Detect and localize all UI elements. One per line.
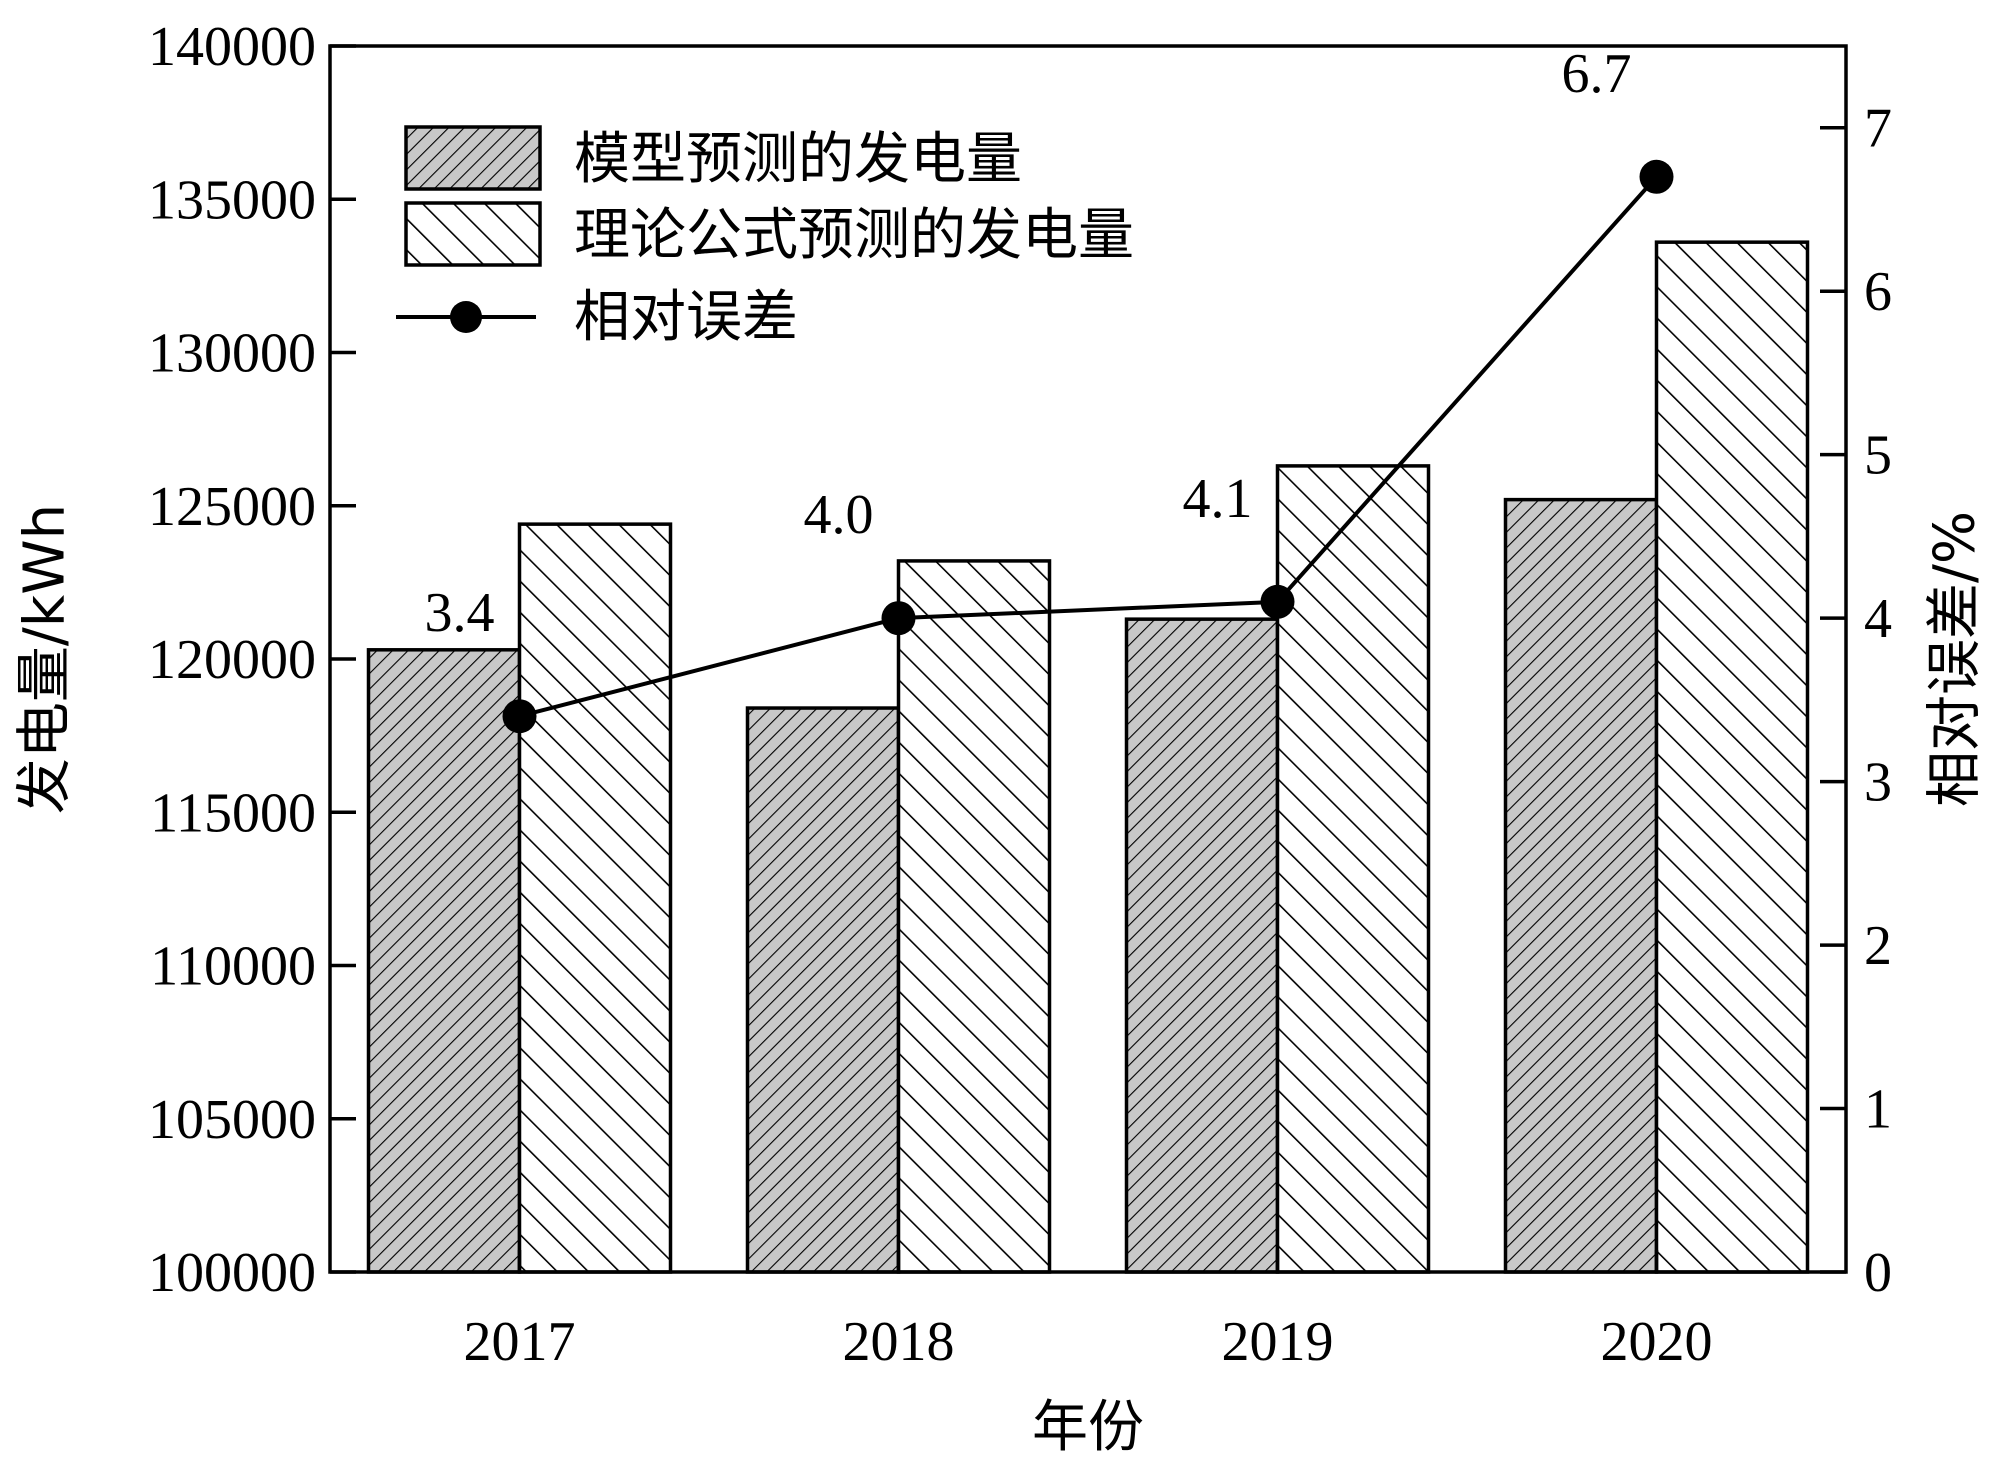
y-tick-label-115000: 115000	[150, 782, 316, 844]
legend-swatch-theory	[404, 201, 542, 267]
y-tick-label-110000: 110000	[150, 936, 316, 998]
y2-tick-label-1: 1	[1864, 1079, 1892, 1141]
legend-label-theory: 理论公式预测的发电量	[574, 203, 1134, 268]
error-point-2020	[1639, 159, 1674, 194]
y2-tick-label-2: 2	[1864, 915, 1892, 977]
y-tick-label-120000: 120000	[148, 629, 316, 691]
data-label-2018: 4.0	[804, 484, 874, 546]
error-point-2018	[881, 601, 916, 636]
x-tick-label-2020: 2020	[1601, 1311, 1713, 1373]
error-line	[518, 175, 1658, 719]
legend: 模型预测的发电量 理论公式预测的发电量 相对误差	[396, 125, 1134, 350]
legend-label-error: 相对误差	[574, 285, 798, 350]
y-tick-label-125000: 125000	[148, 476, 316, 538]
legend-label-model: 模型预测的发电量	[574, 127, 1022, 192]
error-line-layer	[502, 159, 1674, 734]
bars-layer	[366, 240, 1810, 1274]
bar-model-2018	[745, 706, 901, 1274]
left-y-axis: 100000 105000 110000 115000 120000 125000 1300…	[148, 16, 356, 1304]
x-axis: 2017 2018 2019 2020	[464, 1250, 1713, 1373]
error-point-2017	[502, 699, 537, 734]
y2-tick-label-5: 5	[1864, 425, 1892, 487]
data-label-2020: 6.7	[1562, 43, 1632, 105]
left-y-axis-title: 发电量/kWh	[13, 504, 78, 814]
data-label-2019: 4.1	[1183, 468, 1253, 530]
right-y-axis-title: 相对误差/%	[1923, 511, 1988, 807]
bar-model-2019	[1124, 617, 1280, 1274]
data-labels-layer: 3.4 4.0 4.1 6.7	[425, 43, 1632, 644]
right-y-axis: 0 1 2 3 4 5 6 7	[1820, 98, 1892, 1304]
bar-theory-2018	[896, 559, 1052, 1274]
x-tick-label-2019: 2019	[1222, 1311, 1334, 1373]
legend-swatch-model	[404, 125, 542, 191]
legend-marker-error	[450, 301, 482, 333]
bar-theory-2020	[1654, 240, 1810, 1274]
y-tick-label-140000: 140000	[148, 16, 316, 78]
bar-theory-2017	[517, 522, 673, 1274]
bar-model-2020	[1503, 497, 1659, 1274]
y2-tick-label-7: 7	[1864, 98, 1892, 160]
y-tick-label-135000: 135000	[148, 169, 316, 231]
data-label-2017: 3.4	[425, 582, 495, 644]
x-tick-label-2018: 2018	[843, 1311, 955, 1373]
x-tick-label-2017: 2017	[464, 1311, 576, 1373]
y-tick-label-105000: 105000	[148, 1089, 316, 1151]
y2-tick-label-4: 4	[1864, 588, 1892, 650]
error-point-2019	[1260, 584, 1295, 619]
x-axis-title: 年份	[1032, 1395, 1144, 1460]
bar-model-2017	[366, 648, 522, 1274]
bar-theory-2019	[1275, 464, 1431, 1274]
y2-tick-label-0: 0	[1864, 1242, 1892, 1304]
y2-tick-label-3: 3	[1864, 752, 1892, 814]
y2-tick-label-6: 6	[1864, 261, 1892, 323]
y-tick-label-100000: 100000	[148, 1242, 316, 1304]
y-tick-label-130000: 130000	[148, 323, 316, 385]
